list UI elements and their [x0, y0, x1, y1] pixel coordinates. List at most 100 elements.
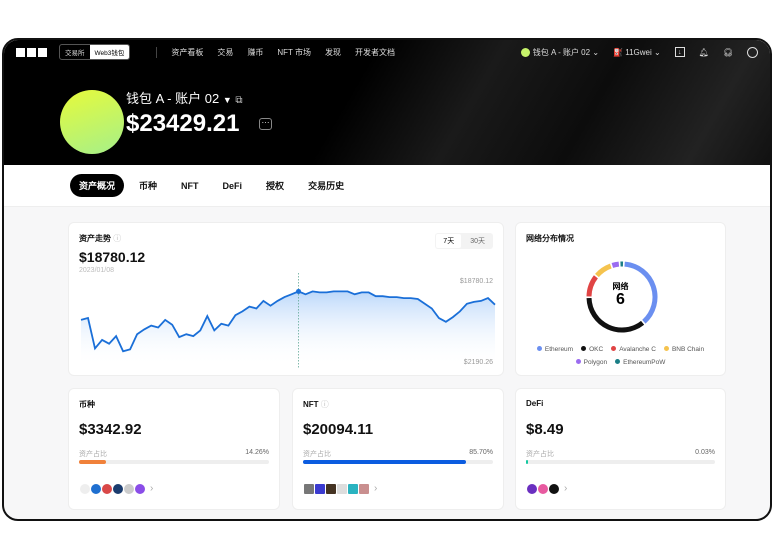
account-name: 钱包 A - 账户 02	[532, 47, 591, 57]
nav-right: 钱包 A - 账户 02 ⌄ ⛽ 11Gwei ⌄ ↓ 🔔︎ 🎧︎	[520, 46, 758, 58]
wallet-avatar	[60, 90, 124, 154]
bell-icon[interactable]: 🔔︎	[698, 47, 709, 57]
ratio-value: 85.70%	[469, 449, 493, 456]
info-icon[interactable]: ⓘ	[113, 234, 122, 243]
headset-icon[interactable]: 🎧︎	[722, 47, 733, 57]
donut-center-label: 网络	[612, 282, 629, 291]
legend-dot	[663, 346, 669, 351]
y-max-label: $18780.12	[459, 278, 493, 285]
wallet-name-text: 钱包 A - 账户 02	[126, 91, 220, 106]
legend-row-1: Ethereum OKC Avalanche C BNB Chain	[516, 346, 725, 353]
gas-value: 11Gwei	[625, 47, 652, 57]
donut-segment-ethereum[interactable]	[624, 261, 658, 324]
segment-exchange[interactable]: 交易所	[65, 50, 85, 57]
asset-trend-card: 资产走势 ⓘ $18780.12 2023/01/08 7天 30天 $1878…	[68, 222, 504, 376]
download-icon[interactable]: ↓	[674, 47, 685, 57]
legend-dot	[575, 359, 581, 364]
network-title: 网络分布情况	[526, 234, 574, 243]
network-donut	[586, 261, 658, 333]
nav-link-nft-market[interactable]: NFT 市场	[277, 47, 312, 57]
trend-value: $18780.12	[79, 249, 146, 265]
trend-line	[80, 290, 496, 353]
asset-icons[interactable]: ›	[79, 483, 154, 495]
wallet-name[interactable]: 钱包 A - 账户 02 ▼ ⧉	[126, 88, 243, 107]
tab-bar: 资产概况 币种 NFT DeFi 授权 交易历史	[4, 165, 770, 207]
legend-item: Polygon	[575, 359, 608, 366]
card-title-text: DeFi	[526, 399, 544, 408]
info-icon[interactable]: ⓘ	[320, 400, 329, 409]
tab-overview[interactable]: 资产概况	[70, 174, 125, 197]
ratio-value: 0.03%	[695, 449, 715, 456]
chevron-right-icon[interactable]: ›	[150, 483, 154, 494]
nav-links: 资产看板 交易 赚币 NFT 市场 发现 开发者文档	[156, 46, 396, 58]
card-title: 币种	[79, 399, 95, 410]
donut-segment-avalanche-c[interactable]	[586, 275, 598, 297]
ratio-bar-fill	[79, 460, 107, 464]
tab-history[interactable]: 交易历史	[308, 181, 345, 191]
trend-chart[interactable]	[69, 223, 505, 377]
donut-segment-polygon[interactable]	[611, 261, 620, 268]
range-7d[interactable]: 7天	[436, 234, 462, 248]
account-avatar	[520, 47, 530, 57]
header-banner: 交易所 Web3钱包 资产看板 交易 赚币 NFT 市场 发现 开发者文档 钱包…	[4, 40, 770, 165]
copy-icon[interactable]: ⧉	[235, 95, 243, 106]
legend-row-2: Polygon EthereumPoW	[516, 359, 725, 366]
y-min-label: $2190.26	[463, 359, 493, 366]
highlight-point	[296, 288, 302, 294]
card-title-text: 币种	[79, 400, 95, 409]
more-button[interactable]: ···	[259, 118, 272, 130]
tokens-card[interactable]: 币种 $3342.92 资产占比 14.26% ›	[68, 388, 280, 510]
tab-nft[interactable]: NFT	[181, 180, 199, 191]
asset-icons[interactable]: ›	[526, 483, 568, 495]
donut-segment-bnb-chain[interactable]	[595, 263, 612, 278]
legend-label: Polygon	[583, 359, 608, 366]
caret-down-icon[interactable]: ▼	[222, 95, 232, 105]
trend-area	[81, 291, 495, 367]
gas-selector[interactable]: ⛽ 11Gwei ⌄	[613, 47, 661, 57]
legend-label: Avalanche C	[619, 346, 656, 353]
ratio-bar	[303, 460, 493, 464]
donut-segment-okc[interactable]	[586, 297, 645, 333]
ratio-label: 资产占比	[79, 451, 107, 458]
nav-link-dashboard[interactable]: 资产看板	[171, 47, 204, 57]
card-title-text: NFT	[303, 400, 319, 409]
app-window: 交易所 Web3钱包 资产看板 交易 赚币 NFT 市场 发现 开发者文档 钱包…	[2, 38, 772, 521]
tab-defi[interactable]: DeFi	[222, 180, 243, 191]
asset-icon	[134, 483, 146, 495]
nav-link-earn[interactable]: 赚币	[247, 47, 264, 57]
tab-approvals[interactable]: 授权	[266, 181, 285, 191]
ratio-label: 资产占比	[303, 451, 331, 458]
legend-dot	[615, 359, 621, 364]
legend-item: Avalanche C	[611, 346, 656, 353]
chevron-right-icon[interactable]: ›	[564, 483, 568, 494]
legend-item: Ethereum	[536, 346, 574, 353]
tab-tokens[interactable]: 币种	[139, 181, 158, 191]
legend-item: EthereumPoW	[615, 359, 665, 366]
segment-web3-wallet[interactable]: Web3钱包	[89, 45, 130, 59]
legend-item: BNB Chain	[663, 346, 705, 353]
nav-link-discover[interactable]: 发现	[325, 47, 342, 57]
legend-dot	[581, 346, 587, 351]
trend-title: 资产走势 ⓘ	[79, 233, 121, 244]
globe-icon[interactable]	[747, 46, 758, 58]
trend-title-text: 资产走势	[79, 234, 111, 243]
legend-item: OKC	[581, 346, 603, 353]
legend-label: Ethereum	[544, 346, 574, 353]
nft-card[interactable]: NFT ⓘ $20094.11 资产占比 85.70% ›	[292, 388, 504, 510]
nav-link-trade[interactable]: 交易	[217, 47, 234, 57]
ratio-bar-fill	[526, 460, 528, 464]
legend-dot	[536, 346, 542, 351]
asset-icon	[548, 483, 560, 495]
okx-logo[interactable]	[16, 47, 47, 57]
asset-icons[interactable]: ›	[303, 483, 378, 495]
defi-card[interactable]: DeFi $8.49 资产占比 0.03% ›	[515, 388, 726, 510]
nav-link-dev-docs[interactable]: 开发者文档	[355, 47, 396, 57]
ratio-bar	[79, 460, 269, 464]
legend-label: BNB Chain	[671, 346, 705, 353]
top-nav: 交易所 Web3钱包 资产看板 交易 赚币 NFT 市场 发现 开发者文档 钱包…	[4, 40, 770, 64]
chevron-right-icon[interactable]: ›	[374, 483, 378, 494]
legend-label: OKC	[589, 346, 604, 353]
range-30d[interactable]: 30天	[470, 238, 485, 245]
account-switcher[interactable]: 钱包 A - 账户 02 ⌄	[520, 47, 599, 58]
wallet-balance: $23429.21	[126, 110, 240, 137]
